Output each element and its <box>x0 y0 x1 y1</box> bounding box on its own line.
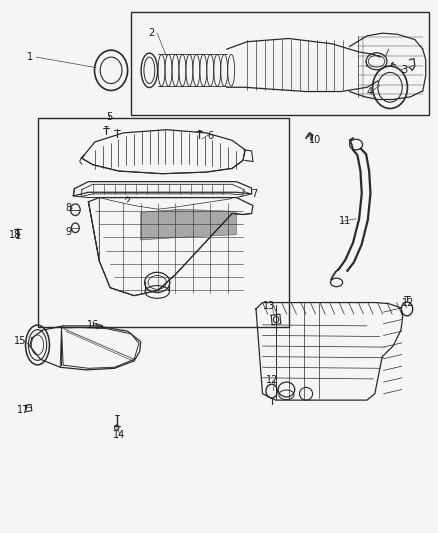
Text: 11: 11 <box>339 216 351 227</box>
Text: 2: 2 <box>148 28 155 38</box>
Text: 13: 13 <box>263 301 275 311</box>
Text: 6: 6 <box>207 131 213 141</box>
Text: 14: 14 <box>113 430 125 440</box>
Text: 3: 3 <box>401 66 407 75</box>
Bar <box>131 12 429 115</box>
Text: 8: 8 <box>66 203 72 213</box>
Text: 7: 7 <box>251 189 257 199</box>
Text: 18: 18 <box>9 230 21 240</box>
Text: 12: 12 <box>266 375 278 385</box>
Text: 10: 10 <box>309 135 321 146</box>
Text: 5: 5 <box>106 112 112 122</box>
Text: 15: 15 <box>14 336 26 346</box>
Text: 9: 9 <box>66 227 72 237</box>
Text: 1: 1 <box>27 52 33 62</box>
Polygon shape <box>141 209 237 240</box>
Text: 16: 16 <box>87 320 99 330</box>
Text: 17: 17 <box>17 405 29 415</box>
Text: 4: 4 <box>366 86 372 96</box>
Text: 12: 12 <box>402 297 414 308</box>
Bar <box>39 118 289 327</box>
